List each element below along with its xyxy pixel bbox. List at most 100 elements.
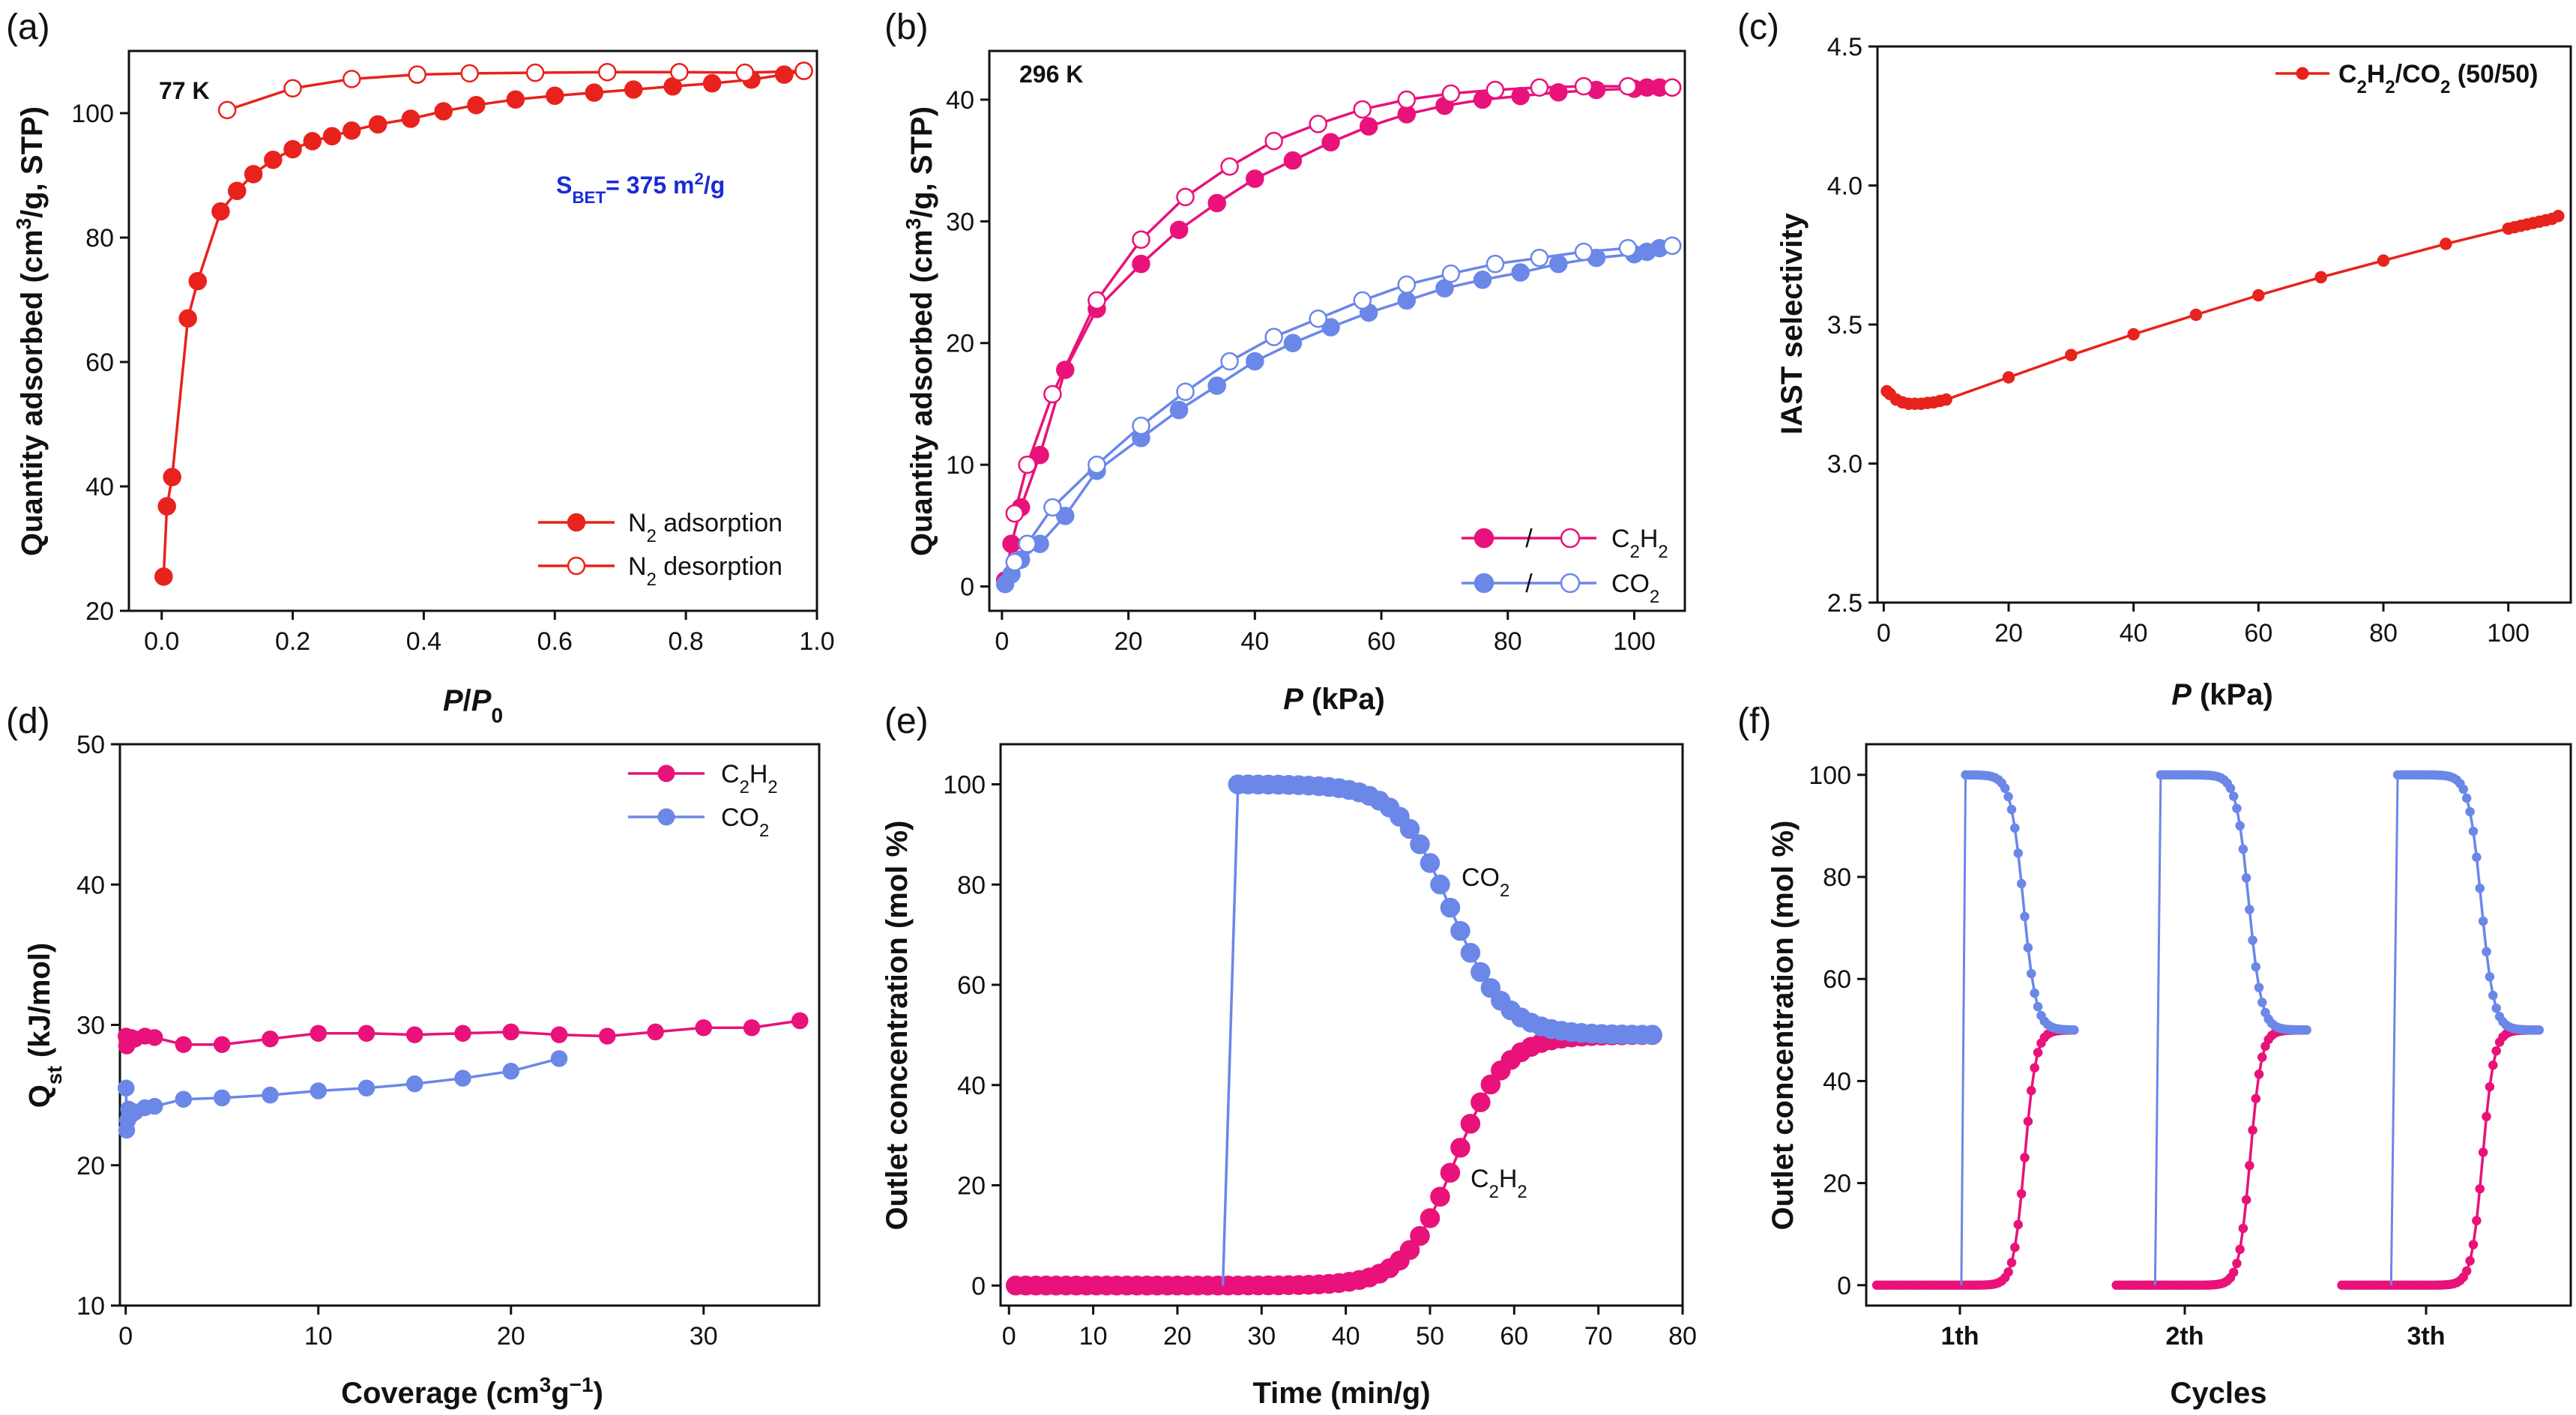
f-cycle2-c2h2-point xyxy=(2232,1258,2242,1269)
b-series-2-point xyxy=(1473,271,1492,289)
f-cycle3-c2h2-point xyxy=(2475,1183,2485,1194)
f-cycle3-co2-point xyxy=(2491,1003,2501,1013)
x-tick-label: 20 xyxy=(497,1322,525,1351)
b-legend-text-part: H xyxy=(1640,525,1659,553)
x-tick-label: 10 xyxy=(1079,1322,1108,1351)
plot-frame xyxy=(118,743,821,1307)
a-legend-text: N2 desorption xyxy=(628,552,782,590)
f-cycle2-co2-point xyxy=(2235,821,2245,831)
e-co2-jump xyxy=(1221,784,1240,1286)
f-xlabel: Cycles xyxy=(2171,1377,2267,1410)
a-series-0-point xyxy=(401,109,420,128)
b-series-1-point xyxy=(1018,455,1037,474)
b-series-0-point xyxy=(1002,534,1021,553)
f-cycle1-c2h2-point xyxy=(2010,1243,2020,1252)
f-cycle3-co2-jump xyxy=(2389,774,2399,1285)
f-cycle1-co2-point xyxy=(2003,791,2013,802)
a-legend-text-part: adsorption xyxy=(657,509,782,537)
a-series-0-point xyxy=(585,83,603,102)
panel-f: 1th 2th 3th 0 20 40 60 80 100 xyxy=(1809,743,2572,1351)
x-tick-label: 0 xyxy=(1002,1322,1016,1351)
e-c2h2-point xyxy=(1410,1225,1430,1246)
d-xlabel-part: ) xyxy=(594,1377,603,1410)
b-series-0-point xyxy=(1207,193,1226,213)
d-xlabel-part: Coverage (cm xyxy=(341,1377,540,1410)
c-ylabel: IAST selectivity xyxy=(1776,212,1809,434)
d-c2h2-point xyxy=(405,1026,423,1043)
f-cycle1-co2-point xyxy=(2033,1001,2043,1012)
y-tick-label: 100 xyxy=(943,771,986,800)
f-cycle1-co2-line xyxy=(1965,773,2075,1031)
b-xlabel-part: (kPa) xyxy=(1303,683,1385,716)
x-tick-label: 70 xyxy=(1584,1322,1613,1351)
f-cycle2-c2h2-point xyxy=(2228,1267,2239,1277)
e-c2h2-point xyxy=(1480,1074,1501,1095)
a-series-0-point xyxy=(188,271,208,291)
b-series-3-point xyxy=(1132,416,1150,435)
e-co2-label: CO2 xyxy=(1462,863,1509,901)
b-series-3-point xyxy=(1309,310,1327,328)
a-legend-marker xyxy=(567,513,586,532)
y-tick-label: 2.5 xyxy=(1827,589,1862,618)
plot-frame xyxy=(1865,743,2572,1307)
a-xlabel-part: P xyxy=(443,684,463,717)
d-c2h2-point xyxy=(502,1023,520,1041)
a-series-0-point xyxy=(368,115,387,134)
a-series-0-point xyxy=(157,497,176,516)
d-c2h2-point xyxy=(213,1036,231,1053)
panel-c-label: (c) xyxy=(1737,7,1779,47)
f-cycle3-c2h2-point xyxy=(2461,1266,2472,1276)
f-cycle2-c2h2-point xyxy=(2241,1195,2251,1205)
a-series-0-point xyxy=(322,127,342,145)
d-ylabel: Qst (kJ/mol) xyxy=(23,943,66,1108)
c-legend-text-part: 2 xyxy=(2385,77,2395,97)
x-tick-label: 20 xyxy=(1994,619,2023,648)
d-legend-text-part: H xyxy=(749,760,768,788)
e-c2h2-label: C2H2 xyxy=(1471,1165,1527,1202)
f-cycle2-co2-point xyxy=(2225,783,2236,794)
y-tick-label: 20 xyxy=(957,1172,986,1201)
panel-a: 0.0 0.2 0.4 0.6 0.8 1.0 20 40 60 80 100 77 K SBET= 3… xyxy=(71,49,835,656)
d-c2h2-point xyxy=(647,1023,664,1041)
a-series-0-point xyxy=(546,86,564,106)
f-cycle1-c2h2-point xyxy=(2030,1063,2039,1072)
b-series-3-point xyxy=(1530,248,1549,268)
a-series-0-point xyxy=(303,132,322,151)
a-series-0-point xyxy=(434,102,453,121)
a-legend-text-part: N xyxy=(628,552,647,581)
f-cycle1-co2-point xyxy=(2013,848,2023,858)
b-series-3-point xyxy=(1264,328,1283,346)
b-series-3-point xyxy=(1574,242,1593,262)
a-legend-text: N2 adsorption xyxy=(628,509,782,546)
panel-a-label: (a) xyxy=(6,7,50,47)
b-legend-text-part: 2 xyxy=(1630,542,1640,562)
b-xlabel-part: P xyxy=(1283,683,1303,716)
b-series-1-point xyxy=(1530,78,1549,97)
d-xlabel-part: g xyxy=(551,1377,569,1410)
f-cycle1-co2-point xyxy=(2000,783,2010,794)
d-co2-point xyxy=(146,1097,163,1115)
y-tick-label: 60 xyxy=(957,971,986,1000)
b-series-0-point xyxy=(1359,117,1378,136)
a-xlabel-part: 0 xyxy=(491,704,503,727)
e-co2-point xyxy=(1410,834,1430,854)
e-c2h2-point xyxy=(1440,1162,1461,1183)
x-tick-label: 100 xyxy=(2487,619,2530,648)
c-series-point xyxy=(2252,289,2265,302)
f-cycle3-c2h2-line xyxy=(2341,1028,2539,1287)
f-cycle2-co2-jump xyxy=(2153,774,2162,1285)
e-co2-point xyxy=(1471,962,1491,983)
b-series-3-point xyxy=(1485,254,1505,274)
d-c2h2-point xyxy=(262,1030,279,1048)
d-co2-point xyxy=(502,1063,520,1080)
f-cycle2-c2h2-point xyxy=(2251,1093,2261,1104)
b-series-2-point xyxy=(1207,376,1226,395)
d-c2h2-point xyxy=(695,1019,713,1037)
f-ylabel: Outlet concentration (mol %) xyxy=(1767,821,1800,1231)
y-tick-label: 40 xyxy=(1823,1067,1851,1096)
b-series-0-point xyxy=(1246,169,1264,188)
d-ylabel-part: (kJ/mol) xyxy=(23,943,56,1066)
y-tick-label: 50 xyxy=(76,731,105,759)
c-xlabel-part: P xyxy=(2171,678,2192,711)
c-series-point xyxy=(2002,371,2015,384)
